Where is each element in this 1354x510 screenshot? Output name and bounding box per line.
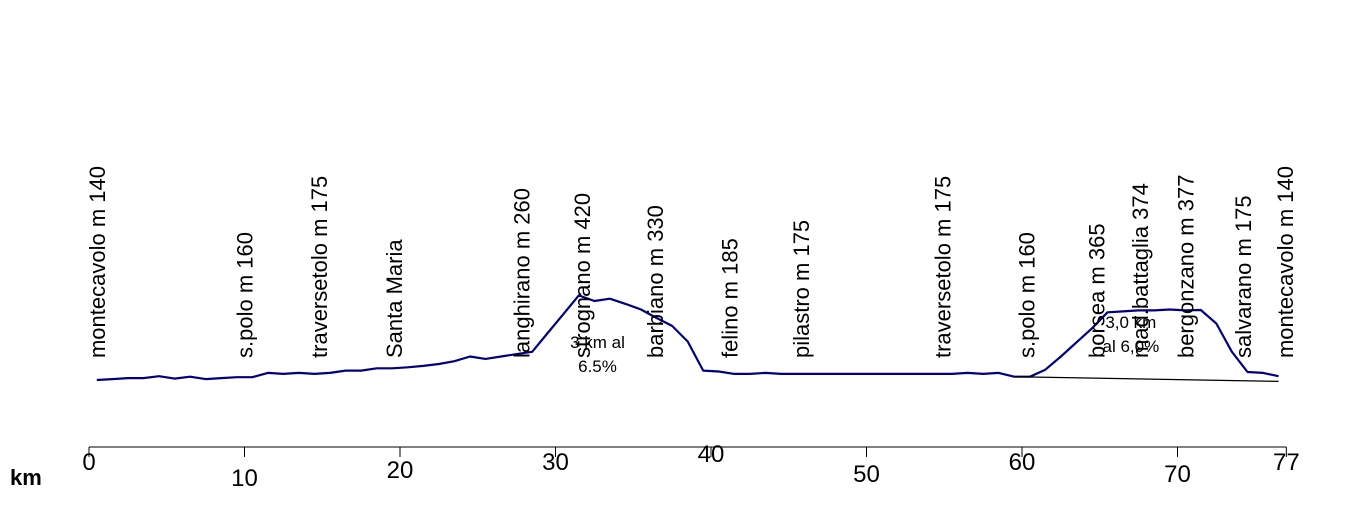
series-line-chord	[1014, 376, 1279, 382]
place-label: mad.battaglia 374	[1128, 183, 1153, 358]
x-tick-label: 60	[1009, 449, 1036, 476]
place-label: traversetolo m 175	[307, 176, 332, 358]
x-tick-label: 70	[1164, 461, 1191, 488]
x-tick-label: 20	[387, 457, 414, 484]
x-tick-label: 40	[698, 441, 725, 468]
place-label: salvarano m 175	[1231, 195, 1256, 358]
gradient-note: 6.5%	[578, 357, 617, 376]
place-label: s.polo m 160	[1015, 232, 1040, 358]
series-line-profile	[96, 294, 1279, 382]
x-tick-label: 77	[1273, 449, 1300, 476]
place-label: langhirano m 260	[509, 188, 534, 358]
gradient-note: al 6,0%	[1102, 337, 1159, 356]
x-tick-label: 50	[853, 461, 880, 488]
place-label: traversetolo m 175	[931, 176, 956, 358]
place-label: montecavolo m 140	[1273, 166, 1298, 358]
place-label: felino m 185	[718, 238, 743, 358]
place-label: borsea m 365	[1085, 223, 1110, 358]
plot-area	[96, 294, 1279, 382]
place-label: s.polo m 160	[233, 232, 258, 358]
x-tick-label: 10	[231, 465, 258, 492]
place-labels: montecavolo m 140 s.polo m 160 traversetol…	[85, 166, 1298, 358]
gradient-note: 3,0 km	[1105, 313, 1156, 332]
x-axis-unit-label: km	[10, 465, 42, 490]
gradient-note: 3 km al	[570, 333, 625, 352]
place-label: pilastro m 175	[789, 220, 814, 358]
x-axis: 0 10 20 30 40 50 60 70 77	[82, 441, 1299, 492]
place-label: bergonzano m 377	[1173, 175, 1198, 358]
gradient-annotations: 3 km al 6.5% 3,0 km al 6,0%	[570, 313, 1159, 376]
place-label: barbiano m 330	[643, 205, 668, 358]
place-label: Santa Maria	[382, 239, 407, 358]
place-label: strognano m 420	[570, 193, 595, 358]
place-label: montecavolo m 140	[85, 166, 110, 358]
x-tick-label: 0	[82, 449, 95, 476]
x-tick-label: 30	[542, 449, 569, 476]
